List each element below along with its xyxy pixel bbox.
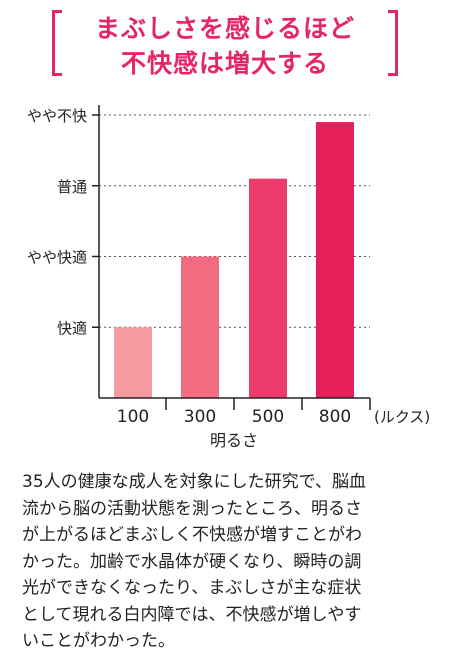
x-tick-label: 800 <box>319 407 351 427</box>
bar <box>316 122 354 398</box>
y-tick-label: 快適 <box>57 319 87 337</box>
y-tick-label: やや不快 <box>27 107 87 125</box>
x-unit-label: (ルクス) <box>374 408 430 426</box>
body-line-6: として現れる白内障では、不快感が増しやす <box>22 604 362 625</box>
body-text: 35人の健康な成人を対象にした研究で、脳血 流から脳の活動状態を測ったところ、明… <box>22 469 432 655</box>
title-block: まぶしさを感じるほど 不快感は増大する <box>0 0 450 86</box>
title-bracket-right <box>388 10 398 76</box>
x-tick-label: 100 <box>117 407 149 427</box>
y-tick-label: 普通 <box>57 178 87 196</box>
x-axis-label: 明るさ <box>210 431 258 450</box>
body-line-4: かった。加齢で水晶体が硬くなり、瞬時の調 <box>22 551 362 572</box>
bar-chart: 快適やや快適普通やや不快不快100300500800(ルクス)明るさ <box>27 105 430 450</box>
body-line-3: が上がるほどまぶしく不快感が増すことがわ <box>22 525 362 545</box>
bar <box>114 327 152 398</box>
body-line-1: 35人の健康な成人を対象にした研究で、脳血 <box>22 472 366 492</box>
bar <box>249 178 287 398</box>
body-line-7: いことがわかった。 <box>22 631 175 651</box>
y-tick-label: やや快適 <box>27 249 87 267</box>
x-tick-label: 300 <box>184 407 216 427</box>
title-line-2: 不快感は増大する <box>120 49 329 78</box>
title-bracket-left <box>52 10 62 76</box>
title-line-1: まぶしさを感じるほど <box>94 14 355 43</box>
bar <box>181 256 219 398</box>
body-line-2: 流から脳の活動状態を測ったところ、明るさ <box>22 498 362 519</box>
body-line-5: 光ができなくなったり、まぶしさが主な症状 <box>22 578 362 598</box>
x-tick-label: 500 <box>252 407 284 427</box>
